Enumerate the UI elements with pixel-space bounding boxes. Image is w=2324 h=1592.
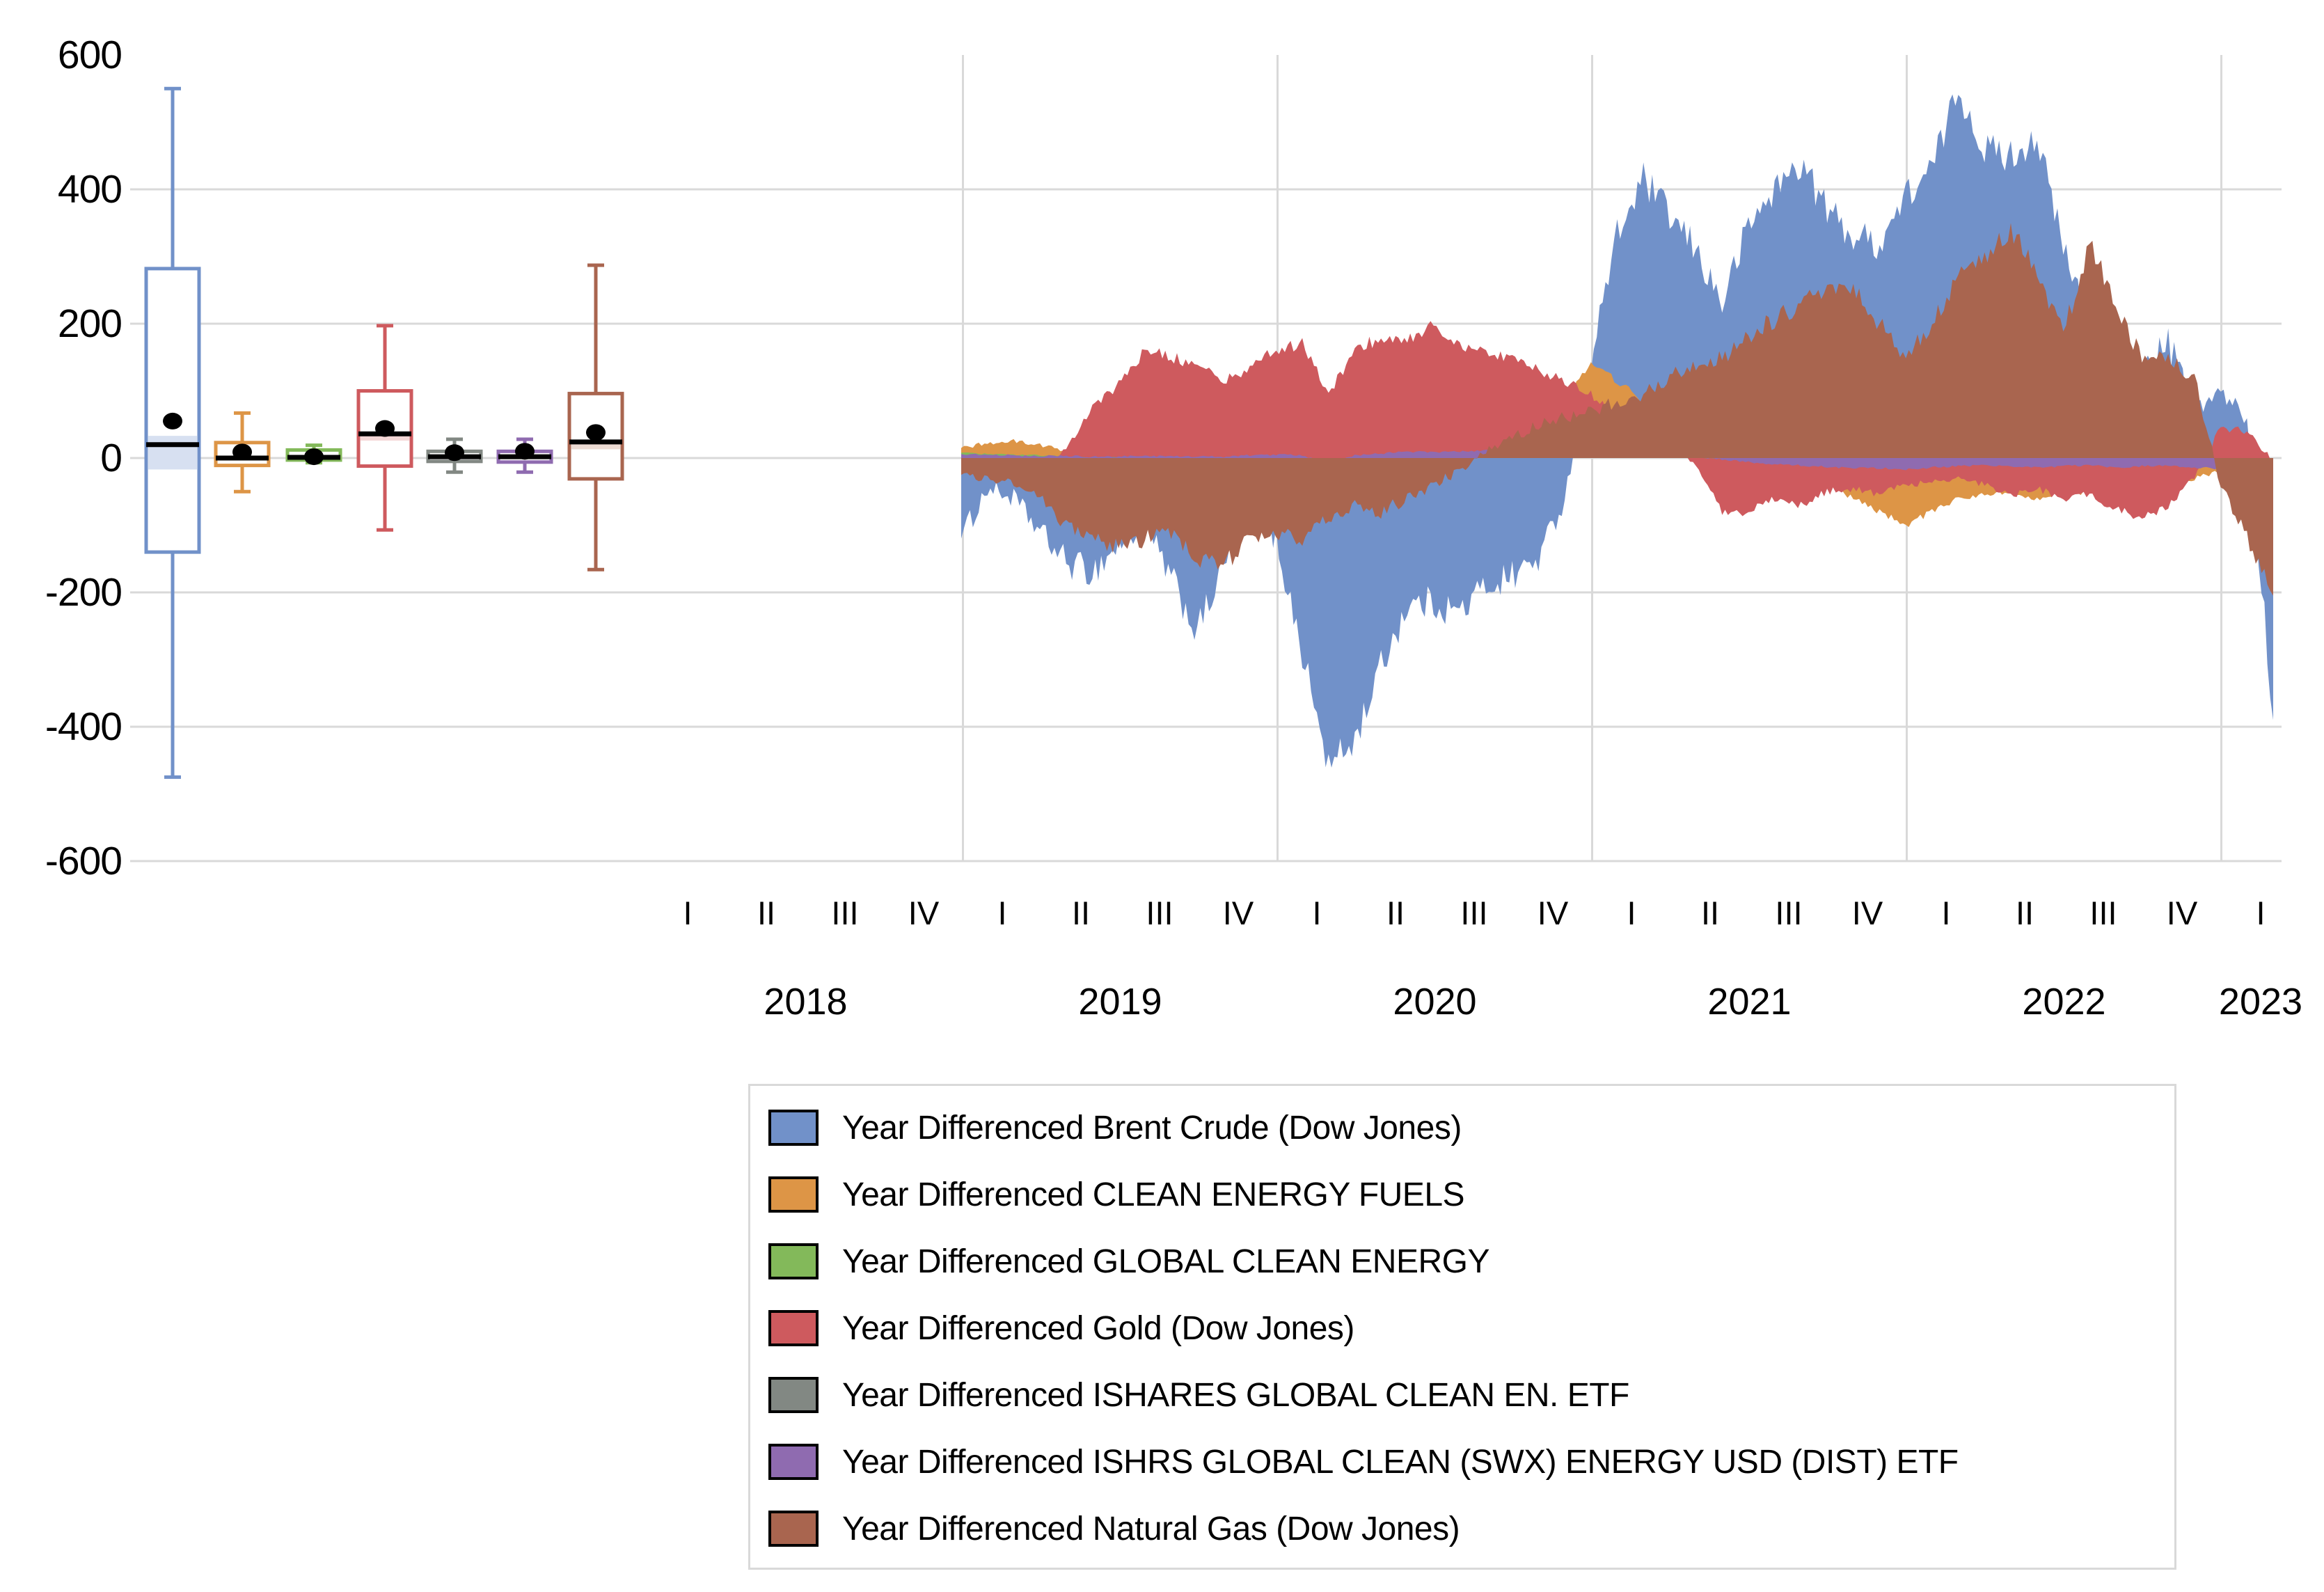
x-quarter-label-17: II <box>2015 894 2034 931</box>
boxplot-natural-gas <box>567 263 624 572</box>
legend-label-ishrs-swx: Year Differenced ISHRS GLOBAL CLEAN (SWX… <box>842 1443 1959 1481</box>
x-quarter-label-8: I <box>1312 894 1322 931</box>
legend-swatch-brent <box>768 1110 819 1146</box>
legend-item-clean-energy-fuels: Year Differenced CLEAN ENERGY FUELS <box>750 1161 2174 1228</box>
legend-swatch-ishares-global-clean <box>768 1377 819 1413</box>
y-tick-label--600: -600 <box>45 839 122 883</box>
y-tick-label-400: 400 <box>57 167 122 212</box>
mean-dot <box>375 420 395 437</box>
x-quarter-label-15: IV <box>1851 894 1883 931</box>
x-year-label-2022: 2022 <box>2022 981 2106 1023</box>
y-tick-label-0: 0 <box>100 436 122 480</box>
median-ci-band <box>148 436 197 470</box>
legend-item-ishares-global-clean: Year Differenced ISHARES GLOBAL CLEAN EN… <box>750 1362 2174 1428</box>
x-quarter-label-5: II <box>1071 894 1091 931</box>
legend-label-gold: Year Differenced Gold (Dow Jones) <box>842 1309 1354 1347</box>
y-tick-label-200: 200 <box>57 301 122 346</box>
x-year-label-2023: 2023 <box>2218 981 2303 1023</box>
legend-label-natural-gas: Year Differenced Natural Gas (Dow Jones) <box>842 1510 1460 1547</box>
y-tick-label--200: -200 <box>45 570 122 615</box>
boxplot-gold <box>356 324 413 532</box>
boxplot-ishares-global-clean <box>426 437 483 474</box>
y-tick-label--400: -400 <box>45 704 122 749</box>
legend-label-ishares-global-clean: Year Differenced ISHARES GLOBAL CLEAN EN… <box>842 1376 1629 1414</box>
area-series-group <box>961 94 2273 768</box>
x-year-label-2021: 2021 <box>1707 981 1792 1023</box>
legend-item-natural-gas: Year Differenced Natural Gas (Dow Jones) <box>750 1495 2174 1562</box>
x-quarter-label-7: IV <box>1222 894 1254 931</box>
legend-swatch-natural-gas <box>768 1511 819 1547</box>
boxplot-brent <box>144 86 201 779</box>
x-quarter-label-19: IV <box>2166 894 2198 931</box>
mean-dot <box>586 424 606 441</box>
legend-label-clean-energy-fuels: Year Differenced CLEAN ENERGY FUELS <box>842 1176 1465 1213</box>
x-quarter-label-11: IV <box>1537 894 1569 931</box>
legend-label-global-clean-energy: Year Differenced GLOBAL CLEAN ENERGY <box>842 1243 1490 1280</box>
x-quarter-label-6: III <box>1146 894 1173 931</box>
legend-item-brent: Year Differenced Brent Crude (Dow Jones) <box>750 1094 2174 1161</box>
legend-item-ishrs-swx: Year Differenced ISHRS GLOBAL CLEAN (SWX… <box>750 1428 2174 1495</box>
x-quarter-label-1: II <box>757 894 776 931</box>
y-tick-label-600: 600 <box>57 33 122 77</box>
mean-dot <box>232 443 252 461</box>
legend-swatch-ishrs-swx <box>768 1444 819 1480</box>
legend-item-gold: Year Differenced Gold (Dow Jones) <box>750 1295 2174 1362</box>
legend-swatch-gold <box>768 1310 819 1346</box>
x-quarter-label-9: II <box>1386 894 1405 931</box>
x-quarter-label-14: III <box>1775 894 1803 931</box>
legend-swatch-global-clean-energy <box>768 1243 819 1279</box>
mean-dot <box>163 412 182 429</box>
median-ci-band <box>361 434 409 441</box>
iqr-box <box>144 267 201 554</box>
legend-label-brent: Year Differenced Brent Crude (Dow Jones) <box>842 1109 1462 1146</box>
x-quarter-label-4: I <box>997 894 1007 931</box>
x-quarter-label-0: I <box>683 894 693 931</box>
x-quarter-label-3: IV <box>908 894 940 931</box>
mean-dot <box>515 443 535 460</box>
x-quarter-label-2: III <box>831 894 859 931</box>
mean-dot <box>304 448 324 466</box>
boxplot-ishrs-swx <box>496 437 553 474</box>
boxplot-clean-energy-fuels <box>214 411 271 494</box>
x-year-label-2020: 2020 <box>1393 981 1477 1023</box>
boxplot-global-clean-energy <box>285 443 342 466</box>
x-quarter-label-10: III <box>1460 894 1488 931</box>
x-quarter-label-18: III <box>2089 894 2117 931</box>
area-series-ishrs-swx <box>961 443 2273 474</box>
boxplot-group <box>144 86 624 779</box>
legend-item-global-clean-energy: Year Differenced GLOBAL CLEAN ENERGY <box>750 1228 2174 1295</box>
x-quarter-label-16: I <box>1941 894 1951 931</box>
median-ci-band <box>571 441 620 450</box>
legend-box: Year Differenced Brent Crude (Dow Jones)… <box>748 1084 2176 1570</box>
x-quarter-label-20: I <box>2256 894 2266 931</box>
mean-dot <box>445 444 464 462</box>
area-series-natural-gas <box>961 223 2273 596</box>
x-quarter-label-12: I <box>1627 894 1636 931</box>
x-quarter-label-13: II <box>1700 894 1720 931</box>
legend-swatch-clean-energy-fuels <box>768 1176 819 1213</box>
x-year-label-2019: 2019 <box>1078 981 1162 1023</box>
x-year-label-2018: 2018 <box>764 981 848 1023</box>
